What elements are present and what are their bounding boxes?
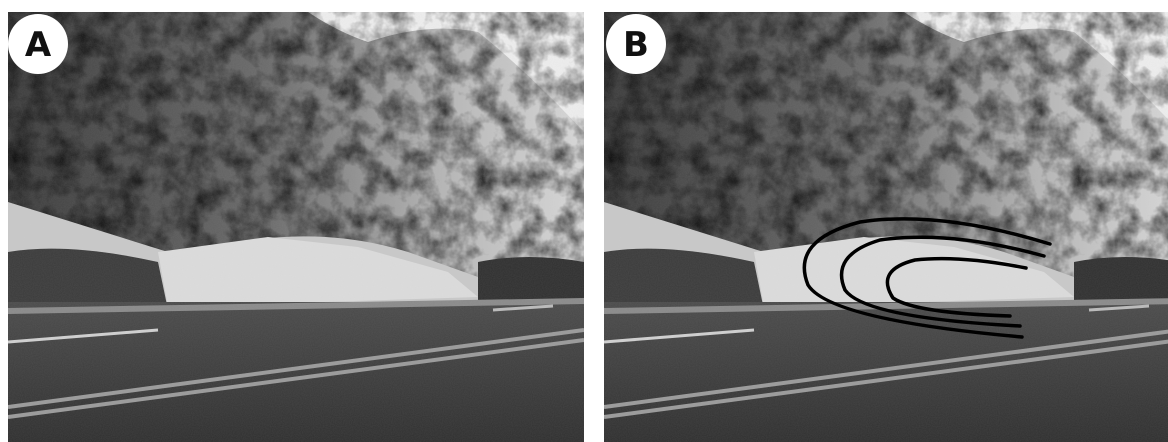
panel-label: A (25, 25, 52, 65)
panel-label: B (623, 25, 649, 65)
photo-b (604, 12, 1168, 442)
photo-a (8, 12, 584, 442)
figure: A B (0, 0, 1168, 442)
